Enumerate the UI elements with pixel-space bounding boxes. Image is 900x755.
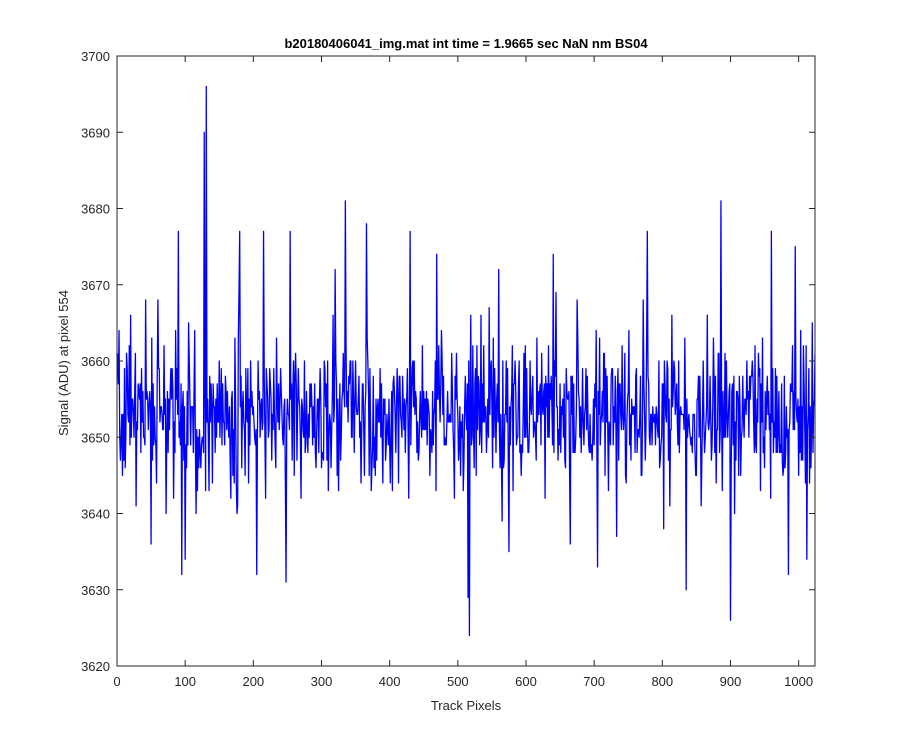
x-tick-label: 900 (720, 674, 742, 689)
y-axis-label: Signal (ADU) at pixel 554 (56, 290, 71, 436)
plot-area: 0 100 200 300 400 500 600 700 800 900 1000 3620 3630… (81, 49, 816, 689)
x-axis-label: Track Pixels (431, 698, 502, 713)
y-tick-label: 3690 (81, 125, 110, 140)
x-tick-label: 400 (379, 674, 401, 689)
x-tick-label: 300 (311, 674, 333, 689)
x-tick-label: 600 (515, 674, 537, 689)
y-tick-label: 3680 (81, 202, 110, 217)
data-series-line (117, 85, 815, 637)
y-tick-label: 3660 (81, 354, 110, 369)
x-tick-label: 800 (651, 674, 673, 689)
x-tick-label: 1000 (784, 674, 813, 689)
x-tick-label: 700 (583, 674, 605, 689)
y-tick-label: 3640 (81, 507, 110, 522)
x-tick-label: 0 (113, 674, 120, 689)
chart-title: b20180406041_img.mat int time = 1.9665 s… (284, 36, 648, 51)
y-tick-label: 3650 (81, 430, 110, 445)
axes-box (116, 55, 816, 667)
x-tick-label: 200 (242, 674, 264, 689)
y-tick-label: 3630 (81, 583, 110, 598)
x-tick-label: 100 (174, 674, 196, 689)
y-tick-label: 3620 (81, 659, 110, 674)
x-tick-label: 500 (447, 674, 469, 689)
y-tick-label: 3670 (81, 278, 110, 293)
y-tick-label: 3700 (81, 49, 110, 64)
